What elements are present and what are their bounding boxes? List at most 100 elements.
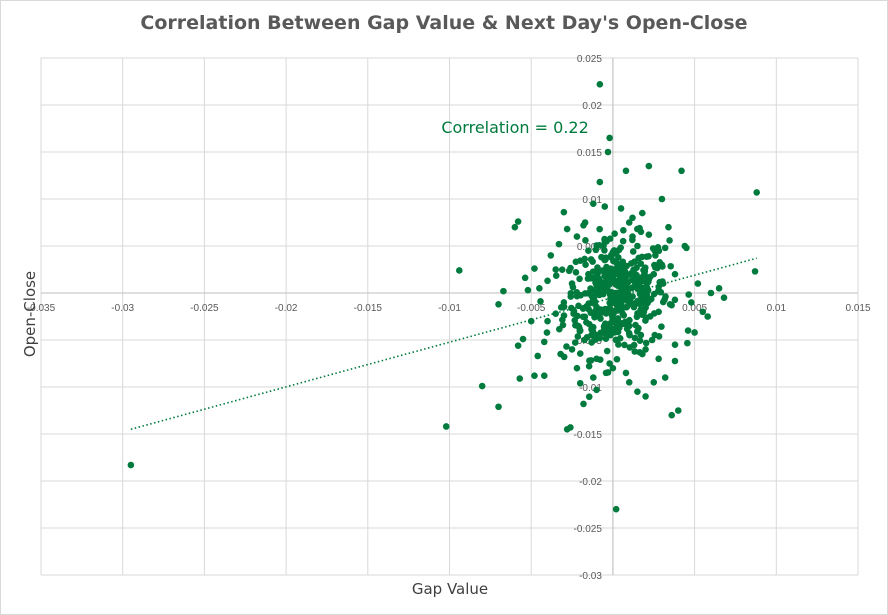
data-point	[678, 167, 685, 175]
data-point	[495, 403, 502, 411]
data-point	[597, 281, 604, 289]
x-axis-title: Gap Value	[411, 580, 489, 598]
data-point	[560, 208, 568, 216]
data-point	[613, 259, 620, 266]
data-point	[536, 285, 543, 292]
data-point	[602, 369, 610, 377]
data-point	[643, 253, 650, 260]
data-point	[514, 218, 522, 225]
data-point	[606, 134, 613, 142]
data-point	[642, 339, 650, 347]
data-point	[640, 308, 648, 316]
data-point	[661, 296, 668, 303]
data-point	[599, 290, 607, 298]
data-point	[620, 311, 628, 319]
data-point	[609, 248, 617, 256]
data-point	[612, 505, 620, 513]
data-point	[601, 272, 608, 280]
data-point	[715, 285, 723, 292]
data-point	[576, 350, 584, 357]
data-point	[596, 225, 603, 233]
data-point	[751, 268, 759, 275]
data-point	[668, 301, 675, 309]
data-point	[635, 282, 643, 289]
data-point	[613, 299, 621, 307]
data-point	[631, 258, 638, 265]
data-point	[648, 336, 656, 344]
x-tick-label: -0.035	[27, 303, 56, 314]
y-tick-label: -0.02	[579, 477, 602, 488]
data-point	[587, 285, 594, 292]
data-point	[575, 322, 582, 330]
y-tick-label: -0.025	[574, 524, 603, 535]
data-point	[622, 167, 630, 175]
data-point	[582, 237, 589, 244]
data-point	[621, 289, 629, 297]
y-tick-label: -0.005	[574, 336, 603, 347]
data-point	[625, 329, 633, 337]
data-point	[571, 317, 579, 324]
data-point	[626, 344, 634, 351]
data-point	[592, 279, 599, 287]
data-point	[560, 353, 568, 361]
data-point	[642, 284, 649, 291]
data-point	[580, 222, 587, 229]
data-point	[587, 256, 595, 263]
trendline	[130, 257, 757, 431]
data-point	[524, 286, 532, 294]
data-point	[636, 337, 644, 345]
data-point	[625, 379, 633, 386]
y-tick-label: 0.025	[577, 54, 602, 65]
data-point	[585, 247, 592, 254]
data-point	[645, 231, 653, 239]
data-point	[626, 316, 633, 324]
data-point	[586, 274, 594, 282]
x-tick-label: -0.01	[438, 303, 461, 314]
data-point	[573, 233, 581, 240]
data-point	[569, 283, 577, 291]
data-point	[576, 275, 583, 283]
data-point	[621, 341, 628, 349]
data-point	[634, 242, 641, 250]
data-point	[576, 327, 584, 335]
data-point	[611, 230, 618, 238]
data-point	[665, 223, 672, 231]
data-point	[585, 362, 593, 370]
data-point	[593, 289, 601, 297]
data-point	[615, 341, 622, 348]
data-point	[596, 356, 604, 364]
data-point	[650, 379, 658, 386]
data-point	[552, 272, 560, 279]
data-point	[608, 253, 615, 261]
data-point	[658, 323, 665, 330]
data-point	[631, 348, 639, 355]
data-point	[543, 329, 551, 336]
data-point	[559, 321, 567, 329]
data-point	[602, 335, 610, 342]
y-tick-label: -0.03	[579, 571, 602, 582]
data-point	[567, 264, 574, 272]
data-point	[552, 266, 560, 273]
data-point	[659, 280, 667, 287]
data-point	[585, 393, 593, 401]
data-point	[629, 236, 636, 244]
data-point	[575, 302, 582, 310]
data-point	[514, 342, 522, 349]
data-point	[659, 263, 666, 270]
data-point	[544, 317, 551, 325]
data-point	[603, 307, 611, 315]
data-point	[645, 162, 653, 170]
data-point	[534, 352, 542, 360]
data-point	[540, 338, 548, 346]
data-point	[544, 277, 551, 285]
data-point	[606, 235, 614, 242]
data-point	[614, 289, 621, 297]
y-tick-label: -0.01	[579, 383, 602, 394]
data-point	[608, 299, 616, 307]
data-point	[622, 369, 630, 377]
data-point	[649, 245, 657, 252]
data-point	[704, 313, 711, 320]
data-point	[563, 225, 571, 233]
data-point	[614, 306, 621, 314]
data-point	[618, 261, 626, 268]
